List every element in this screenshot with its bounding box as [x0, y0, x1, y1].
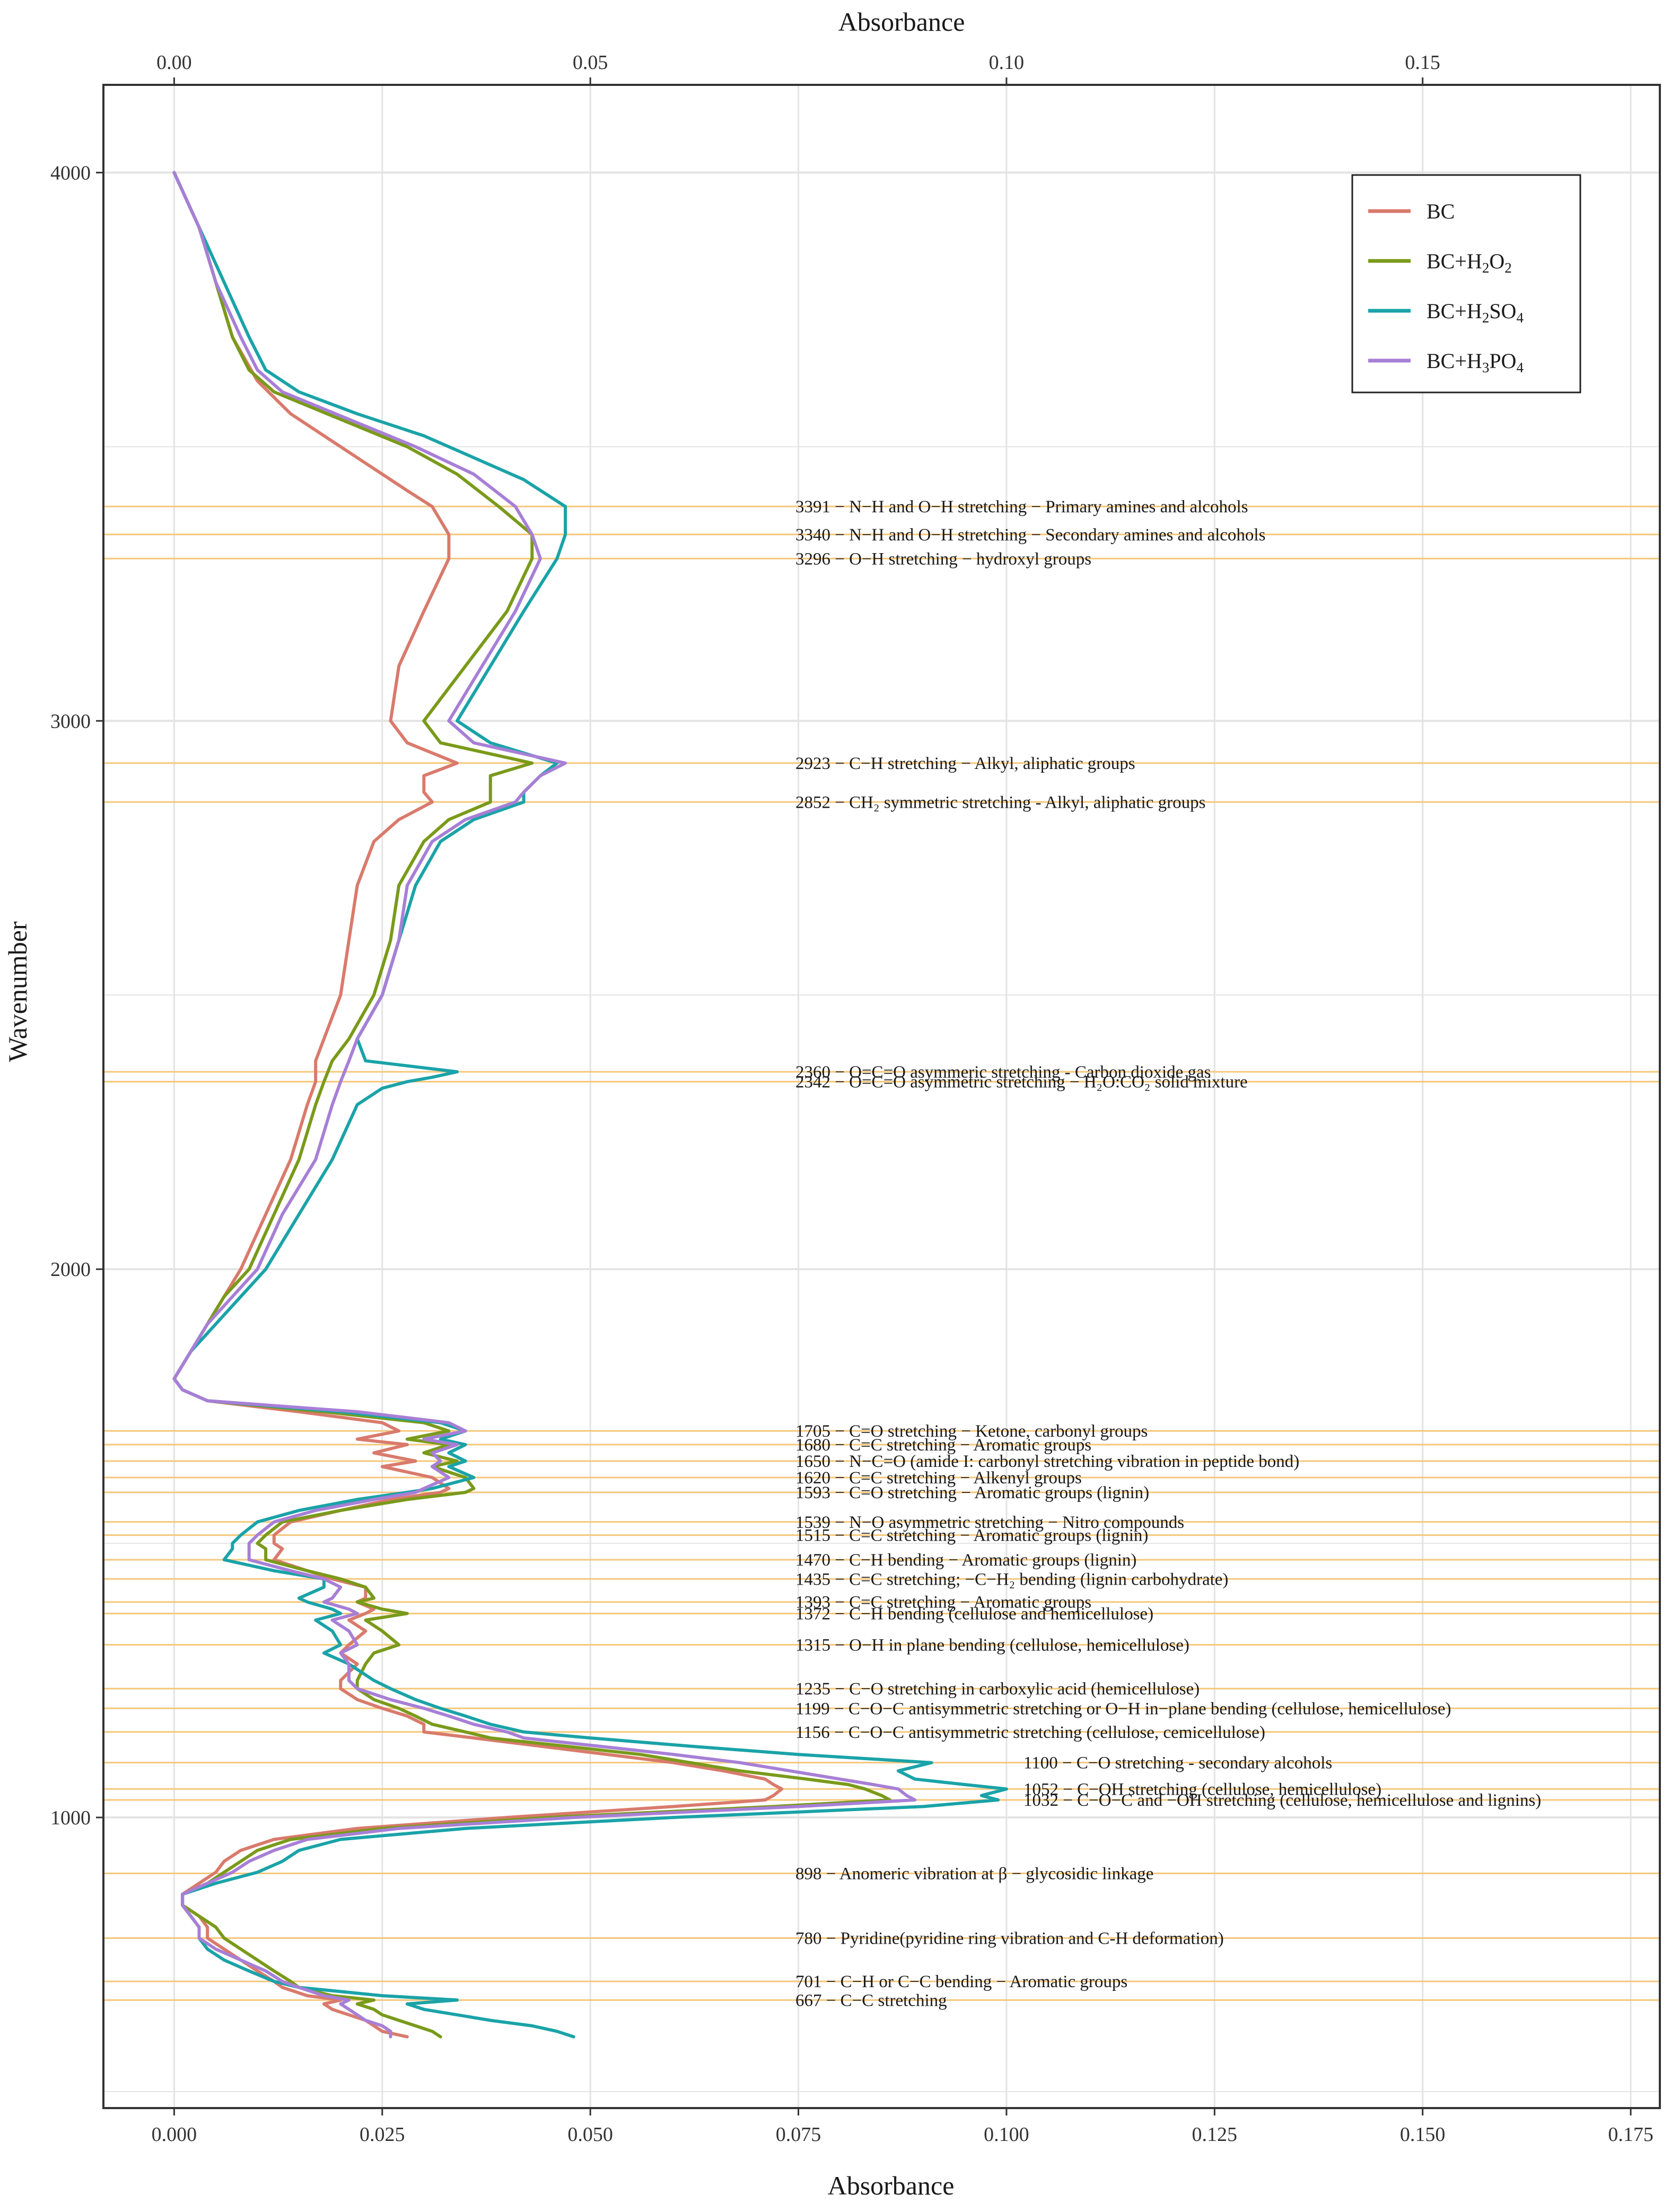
- x-tick-label-5: 0.125: [1192, 2123, 1238, 2146]
- legend-label-1-base: BC+H: [1427, 249, 1482, 273]
- reference-label-667: 667 − C−C stretching: [795, 1991, 947, 2010]
- reference-label-780: 780 − Pyridine(pyridine ring vibration a…: [795, 1929, 1224, 1948]
- reference-label-3391: 3391 − N−H and O−H stretching − Primary …: [795, 497, 1248, 517]
- reference-label-1315: 1315 − O−H in plane bending (cellulose, …: [795, 1636, 1189, 1655]
- legend-label-3-sub1: 3: [1482, 360, 1490, 375]
- reference-label-1372: 1372 − C−H bending (cellulose and hemice…: [795, 1604, 1153, 1623]
- top-x-tick-label-0: 0.00: [156, 51, 192, 74]
- reference-label-1680: 1680 − C=C stretching − Aromatic groups: [795, 1436, 1091, 1455]
- top-x-tick-label-3: 0.15: [1405, 51, 1440, 74]
- top-x-axis-title: Absorbance: [838, 7, 965, 37]
- x-tick-label-1: 0.025: [360, 2123, 405, 2146]
- reference-label-1515: 1515 − C=C stretching − Aromatic groups …: [795, 1526, 1148, 1545]
- legend-label-2: BC+H2SO4: [1427, 299, 1524, 326]
- x-tick-label-3: 0.075: [776, 2123, 821, 2146]
- x-tick-label-6: 0.150: [1400, 2123, 1446, 2146]
- reference-label-1032: 1032 − C−O−C and −OH stretching (cellulo…: [1023, 1791, 1541, 1810]
- reference-label-1100: 1100 − C−O stretching - secondary alcoho…: [1023, 1754, 1332, 1773]
- y-tick-label-1: 2000: [50, 1258, 91, 1281]
- reference-label-1539: 1539 − N−O asymmetric stretching − Nitro…: [795, 1513, 1184, 1532]
- x-tick-label-7: 0.175: [1608, 2123, 1653, 2146]
- bottom-x-axis-title: Absorbance: [828, 2171, 955, 2200]
- reference-label-1052: 1052 − C−OH stretching (cellulose, hemic…: [1023, 1780, 1381, 1799]
- reference-label-2342: 2342 − O=C=O asymmetric stretching − H₂O…: [795, 1073, 1248, 1092]
- legend-label-0-base: BC: [1427, 199, 1455, 223]
- x-tick-label-0: 0.000: [152, 2123, 197, 2146]
- reference-label-1435: 1435 − C=C stretching; −C−H₂ bending (li…: [795, 1570, 1228, 1589]
- y-tick-label-2: 3000: [50, 710, 91, 732]
- y-axis-title: Wavenumber: [3, 921, 32, 1062]
- axes-layer: 0.000 0.025 0.050 0.075 0.100 0.125 0.150 0.175…: [50, 51, 1653, 2146]
- reference-label-1156: 1156 − C−O−C antisymmetric stretching (c…: [795, 1723, 1265, 1742]
- reference-label-898: 898 − Anomeric vibration at β − glycosid…: [795, 1865, 1153, 1884]
- series-line-3: [172, 171, 917, 2039]
- grid-layer: [103, 85, 1660, 2108]
- reference-label-1593: 1593 − C=O stretching − Aromatic groups …: [795, 1483, 1149, 1502]
- x-tick-label-4: 0.100: [984, 2123, 1029, 2146]
- legend-label-2-mid: SO: [1489, 299, 1516, 323]
- legend-label-3-base: BC+H: [1427, 349, 1482, 373]
- y-tick-label-0: 1000: [50, 1807, 91, 1829]
- reference-lines: [103, 505, 1660, 2001]
- series-layer: [172, 171, 1008, 2039]
- reference-label-2852: 2852 − CH₂ symmetric stretching - Alkyl,…: [795, 793, 1205, 812]
- reference-labels: 3391 − N−H and O−H stretching − Primary …: [795, 497, 1541, 2010]
- legend-label-3-mid: PO: [1489, 349, 1516, 373]
- reference-label-701: 701 − C−H or C−C bending − Aromatic grou…: [795, 1972, 1127, 1991]
- legend-label-2-base: BC+H: [1427, 299, 1482, 323]
- legend-label-1-sub2: 2: [1504, 260, 1512, 276]
- legend-label-0: BC: [1427, 199, 1455, 223]
- legend-label-3-sub2: 4: [1516, 360, 1524, 375]
- reference-label-1199: 1199 − C−O−C antisymmetric stretching or…: [795, 1699, 1451, 1718]
- top-x-tick-label-1: 0.05: [573, 51, 608, 74]
- reference-label-1235: 1235 − C−O stretching in carboxylic acid…: [795, 1680, 1200, 1699]
- reference-label-1393: 1393 − C=C stretching − Aromatic groups: [795, 1593, 1091, 1612]
- reference-label-3296: 3296 − O−H stretching − hydroxyl groups: [795, 549, 1091, 569]
- reference-label-1705: 1705 − C=O stretching − Ketone, carbonyl…: [795, 1422, 1148, 1441]
- reference-label-1470: 1470 − C−H bending − Aromatic groups (li…: [795, 1551, 1136, 1570]
- x-tick-label-2: 0.050: [567, 2123, 613, 2146]
- legend-label-2-sub1: 2: [1482, 310, 1490, 326]
- legend-label-3: BC+H3PO4: [1427, 349, 1524, 375]
- top-x-tick-label-2: 0.10: [989, 51, 1025, 74]
- y-tick-label-3: 4000: [50, 162, 91, 184]
- reference-label-1620: 1620 − C=C stretching − Alkenyl groups: [795, 1468, 1082, 1488]
- legend-label-1: BC+H2O2: [1427, 249, 1512, 276]
- reference-label-2360: 2360 − O=C=O asymmeric stretching - Carb…: [795, 1063, 1211, 1082]
- reference-label-2923: 2923 − C−H stretching − Alkyl, aliphatic…: [795, 754, 1135, 773]
- legend-label-1-mid: O: [1489, 249, 1504, 273]
- reference-label-3340: 3340 − N−H and O−H stretching − Secondar…: [795, 526, 1265, 545]
- legend-label-2-sub2: 4: [1516, 310, 1524, 326]
- plot-panel-border: [102, 84, 1661, 2109]
- reference-label-1650: 1650 − N−C=O (amide I: carbonyl stretchi…: [795, 1452, 1299, 1471]
- legend-label-1-sub1: 2: [1482, 260, 1490, 276]
